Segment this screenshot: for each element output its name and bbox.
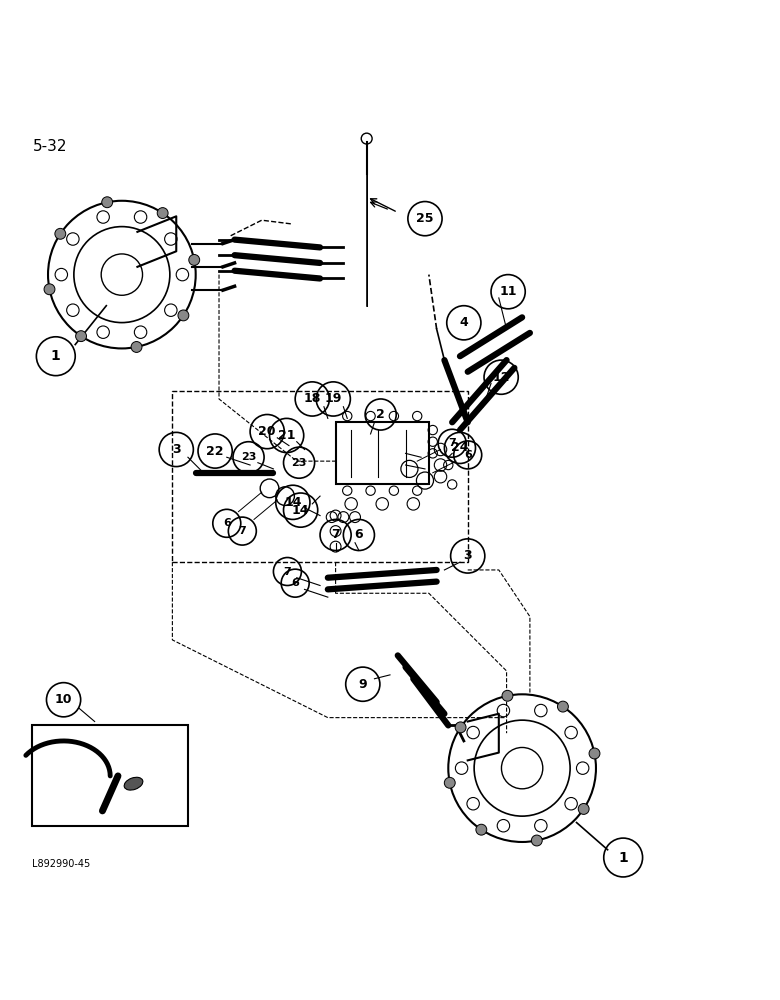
Text: 23: 23 [241,452,257,462]
Text: 21: 21 [278,429,296,442]
Text: 10: 10 [55,693,73,706]
Text: 14: 14 [292,504,310,517]
Text: 22: 22 [207,445,224,458]
Ellipse shape [124,777,143,790]
Text: 9: 9 [359,678,367,691]
Text: 14: 14 [284,496,302,509]
Circle shape [189,254,200,265]
Circle shape [445,777,456,788]
Text: 5-32: 5-32 [33,139,67,154]
Text: 19: 19 [324,392,342,405]
Text: 6: 6 [464,450,472,460]
Text: 20: 20 [258,425,276,438]
Circle shape [178,310,189,321]
Text: 11: 11 [499,285,517,298]
Text: 24: 24 [451,441,469,454]
Text: 1: 1 [619,851,628,865]
Text: 7: 7 [284,567,291,577]
Circle shape [456,722,466,733]
Circle shape [44,284,55,295]
Circle shape [101,197,112,208]
Text: 7: 7 [332,528,340,541]
Text: 6: 6 [355,528,363,541]
Circle shape [502,690,513,701]
Text: 6: 6 [223,518,231,528]
Text: 6: 6 [291,578,299,588]
Text: 1: 1 [51,349,61,363]
Circle shape [578,803,589,814]
Bar [172,391,468,562]
Text: L892990-45: L892990-45 [33,859,90,869]
Bar [33,725,188,826]
Text: 3: 3 [463,549,472,562]
Circle shape [531,835,542,846]
Circle shape [558,701,569,712]
Text: 2: 2 [376,408,385,421]
Text: 3: 3 [172,443,181,456]
Text: 25: 25 [417,212,434,225]
Circle shape [76,331,87,342]
Bar [335,422,429,484]
Text: 4: 4 [459,316,468,329]
Text: 23: 23 [292,458,307,468]
Text: 18: 18 [303,392,321,405]
Text: 7: 7 [239,526,246,536]
Circle shape [589,748,600,759]
Circle shape [55,228,66,239]
Circle shape [131,342,142,352]
Text: 12: 12 [492,371,510,384]
Circle shape [476,824,487,835]
Text: 7: 7 [448,438,456,448]
Circle shape [158,208,168,219]
